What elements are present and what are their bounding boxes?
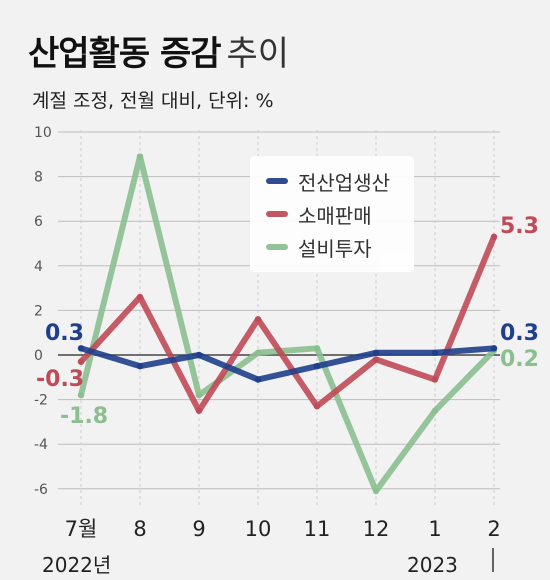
data-point-investment xyxy=(313,345,321,352)
y-tick-label: -6 xyxy=(34,482,48,498)
data-point-retail xyxy=(431,376,439,383)
data-label-investment: -1.8 xyxy=(60,404,108,429)
data-point-retail xyxy=(490,233,498,241)
legend-label-retail: 소매판매 xyxy=(298,203,372,228)
title-light: 추이 xyxy=(226,34,290,74)
x-tick-label: 8 xyxy=(133,517,146,541)
y-tick-label: -2 xyxy=(34,393,48,409)
legend-label-production: 전산업생산 xyxy=(298,170,390,195)
data-point-production xyxy=(195,351,203,359)
chart-subtitle: 계절 조정, 전월 대비, 단위: % xyxy=(32,90,274,112)
data-point-retail xyxy=(136,293,144,301)
y-tick-label: -4 xyxy=(34,437,48,453)
series-line-production xyxy=(78,345,497,383)
legend-swatch-retail xyxy=(266,211,288,217)
data-point-retail xyxy=(254,316,262,323)
data-label-production: 0.3 xyxy=(45,321,84,346)
y-tick-label: 10 xyxy=(34,125,52,141)
data-point-investment xyxy=(431,407,439,414)
data-label-production: 0.3 xyxy=(500,321,539,346)
data-point-investment xyxy=(195,391,203,399)
data-point-production xyxy=(431,349,439,356)
y-tick-label: 8 xyxy=(34,170,43,186)
y-tick-label: 2 xyxy=(34,303,43,319)
data-point-investment xyxy=(372,487,380,495)
x-tick-label: 2 xyxy=(487,517,500,541)
data-point-retail xyxy=(313,403,321,410)
x-tick-label: 9 xyxy=(192,517,205,541)
legend-swatch-investment xyxy=(266,244,288,250)
data-point-investment xyxy=(136,153,144,160)
y-tick-label: 6 xyxy=(34,214,43,230)
x-tick-label: 12 xyxy=(363,517,390,541)
x-tick-label: 11 xyxy=(304,517,331,541)
y-tick-label: 0 xyxy=(34,348,43,364)
data-point-production xyxy=(254,376,262,383)
data-label-retail: -0.3 xyxy=(36,367,84,392)
data-point-production xyxy=(372,349,380,356)
data-point-production xyxy=(313,362,321,370)
series-line-investment xyxy=(78,153,497,495)
legend-item-production: 전산업생산 xyxy=(266,166,390,196)
data-point-production xyxy=(77,345,85,352)
series-line-retail xyxy=(78,233,497,414)
data-point-investment xyxy=(254,349,262,356)
legend: 전산업생산 소매판매 설비투자 xyxy=(250,156,414,272)
data-point-retail xyxy=(372,356,380,363)
x-tick-label: 7월 xyxy=(65,517,98,541)
data-label-retail: 5.3 xyxy=(500,214,539,239)
year-label-2023: 2023 xyxy=(407,553,458,577)
data-point-retail xyxy=(195,407,203,414)
legend-item-retail: 소매판매 xyxy=(266,199,372,229)
data-point-production xyxy=(136,362,144,370)
legend-item-investment: 설비투자 xyxy=(266,232,372,262)
data-point-production xyxy=(490,345,498,352)
x-tick-label: 10 xyxy=(245,517,272,541)
data-label-investment: 0.2 xyxy=(500,347,539,372)
title-bold: 산업활동 증감 xyxy=(28,34,222,74)
y-tick-label: 4 xyxy=(34,259,43,275)
year-label-2022: 2022년 xyxy=(42,553,111,577)
data-point-investment xyxy=(77,391,85,399)
legend-swatch-production xyxy=(266,178,288,184)
x-tick-label: 1 xyxy=(428,517,441,541)
data-point-retail xyxy=(77,358,85,365)
chart-title: 산업활동 증감 추이 xyxy=(28,26,289,75)
legend-label-investment: 설비투자 xyxy=(298,236,372,261)
